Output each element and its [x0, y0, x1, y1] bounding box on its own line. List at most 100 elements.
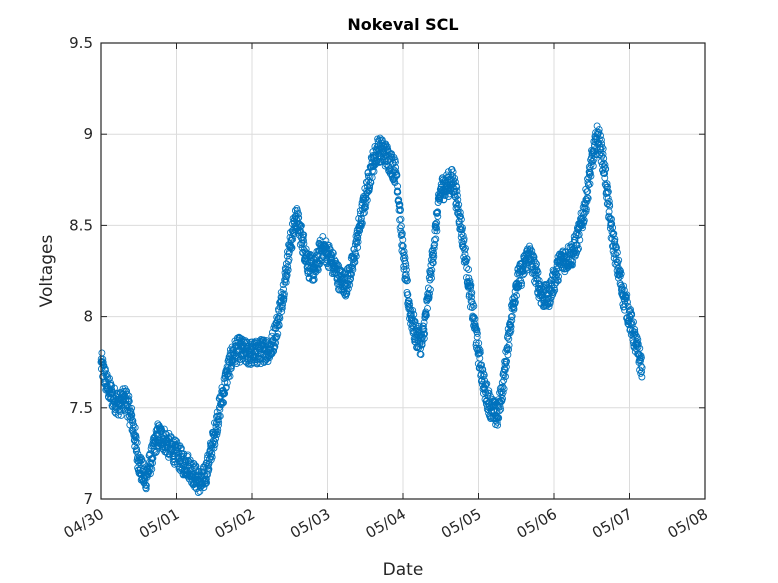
- data-point: [272, 339, 280, 347]
- data-point: [534, 269, 542, 276]
- data-point: [456, 209, 464, 216]
- data-point: [599, 145, 607, 153]
- data-point: [352, 252, 360, 260]
- data-point: [481, 381, 489, 389]
- data-point: [125, 397, 133, 404]
- data-point: [322, 237, 330, 245]
- data-point: [233, 360, 241, 367]
- data-point: [466, 277, 474, 285]
- data-point: [103, 370, 111, 378]
- data-point: [433, 227, 441, 235]
- data-point: [517, 282, 525, 290]
- data-point: [493, 413, 501, 421]
- data-point: [392, 164, 400, 171]
- data-point: [633, 339, 641, 347]
- data-point: [453, 183, 461, 191]
- data-point: [604, 188, 612, 196]
- data-point: [228, 362, 236, 370]
- data-point: [293, 207, 301, 215]
- data-point: [634, 343, 642, 351]
- data-point: [569, 258, 577, 266]
- data-point: [629, 332, 637, 340]
- data-point: [280, 295, 288, 303]
- data-point: [593, 122, 601, 130]
- data-point: [433, 224, 440, 232]
- data-point: [475, 349, 483, 357]
- data-point: [460, 235, 468, 243]
- data-point: [630, 318, 637, 326]
- data-point: [502, 373, 509, 380]
- data-point: [142, 482, 150, 489]
- data-point: [133, 446, 141, 454]
- data-point: [349, 266, 357, 274]
- data-point: [347, 275, 355, 282]
- data-point: [638, 373, 646, 381]
- data-point: [204, 464, 212, 472]
- data-point: [310, 276, 318, 283]
- data-point: [284, 266, 292, 274]
- data-point: [608, 215, 615, 223]
- data-point: [636, 344, 644, 352]
- data-point: [410, 311, 418, 318]
- data-point: [455, 217, 463, 225]
- data-point: [128, 416, 136, 424]
- data-point: [499, 383, 507, 391]
- data-point: [106, 374, 113, 382]
- data-point: [596, 150, 604, 158]
- data-point: [453, 187, 461, 195]
- data-point: [497, 399, 504, 406]
- data-point: [446, 190, 453, 198]
- data-point: [397, 222, 405, 230]
- data-point: [518, 279, 526, 287]
- data-point: [478, 361, 486, 369]
- data-point: [383, 143, 391, 151]
- data-point: [585, 181, 593, 189]
- data-point: [449, 172, 457, 180]
- chart-title: Nokeval SCL: [347, 15, 458, 34]
- data-point: [366, 178, 374, 186]
- data-point: [288, 244, 296, 252]
- data-point: [479, 373, 487, 381]
- data-point: [418, 341, 426, 349]
- data-point: [550, 288, 558, 296]
- data-point: [511, 298, 519, 306]
- data-point: [497, 405, 505, 413]
- data-point: [637, 357, 644, 365]
- data-point: [483, 380, 491, 388]
- data-point: [427, 271, 435, 279]
- data-point: [278, 304, 286, 312]
- data-point: [451, 178, 459, 186]
- data-point: [125, 397, 133, 405]
- data-point: [463, 264, 471, 272]
- data-point: [623, 291, 631, 299]
- data-point: [599, 150, 607, 158]
- data-point: [123, 390, 131, 398]
- data-point: [133, 439, 141, 447]
- data-point: [531, 258, 539, 266]
- data-point: [146, 470, 154, 478]
- data-point: [597, 136, 605, 144]
- data-point: [434, 208, 442, 216]
- data-point: [476, 349, 484, 357]
- data-point: [626, 306, 634, 314]
- data-point: [117, 411, 125, 419]
- data-point: [470, 302, 478, 310]
- data-point: [465, 274, 473, 282]
- data-point: [243, 338, 251, 346]
- data-point: [606, 202, 614, 210]
- data-point: [393, 171, 401, 179]
- data-point: [272, 334, 280, 341]
- data-point: [295, 210, 302, 218]
- data-point: [617, 270, 625, 278]
- data-point: [400, 248, 408, 255]
- data-point: [462, 274, 470, 282]
- data-point: [631, 326, 639, 333]
- data-point: [354, 230, 362, 238]
- data-point: [359, 209, 367, 217]
- data-point: [424, 304, 431, 312]
- data-point: [451, 174, 459, 182]
- data-point: [128, 404, 136, 412]
- data-point: [453, 191, 461, 199]
- data-point: [420, 334, 428, 342]
- data-point: [216, 412, 224, 420]
